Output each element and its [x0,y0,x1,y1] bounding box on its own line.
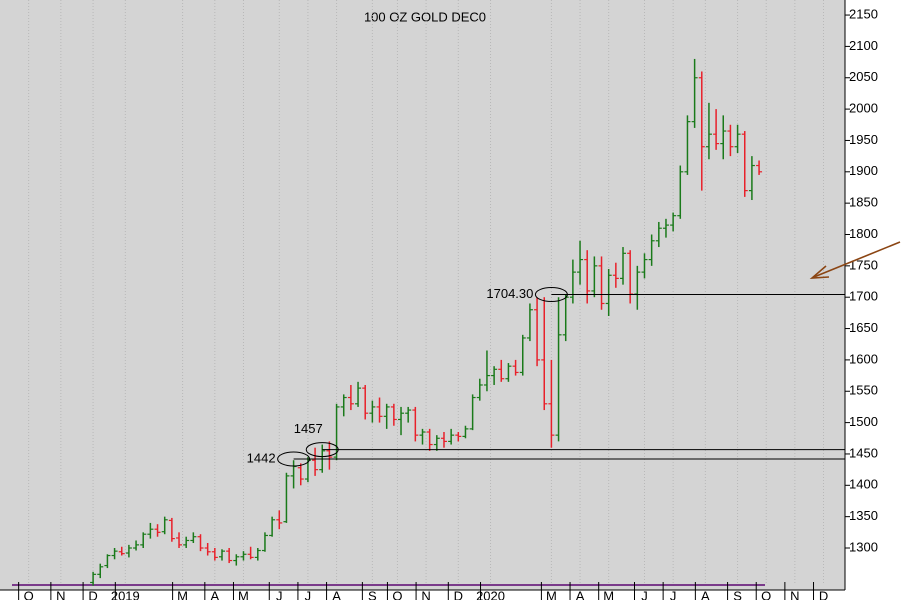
y-tick-label: 1300 [849,539,878,554]
y-tick-label: 1850 [849,195,878,210]
y-tick-label: 2150 [849,6,878,21]
level-label: 1457 [294,421,323,436]
arrow-shaft [813,241,901,278]
level-label: 1442 [247,450,276,465]
y-tick-label: 1750 [849,257,878,272]
x-tick-label: 2020 [476,588,505,600]
x-tick-label: S [733,588,742,600]
y-tick-label: 1650 [849,320,878,335]
y-tick-label: 1350 [849,508,878,523]
x-tick-label: J [670,588,677,600]
x-tick-label: J [276,588,283,600]
x-tick-label: M [238,588,249,600]
level-marker [305,442,339,458]
axis-background [845,0,901,600]
y-tick-label: 1450 [849,445,878,460]
x-tick-label: A [701,588,710,600]
x-tick-label: N [790,588,799,600]
arrow-head [809,265,830,279]
x-tick-label: M [603,588,614,600]
level-label: 1704.30 [486,286,533,301]
x-tick-label: N [421,588,430,600]
x-tick-label: A [576,588,585,600]
x-axis-background [0,590,845,600]
x-tick-label: S [368,588,377,600]
y-tick-label: 1900 [849,163,878,178]
y-tick-label: 1500 [849,414,878,429]
x-tick-label: O [392,588,402,600]
y-tick-label: 1600 [849,351,878,366]
x-tick-label: M [177,588,188,600]
y-tick-label: 1950 [849,132,878,147]
y-tick-label: 1550 [849,383,878,398]
x-tick-label: J [305,588,312,600]
y-tick-label: 2000 [849,101,878,116]
y-tick-label: 2050 [849,69,878,84]
x-tick-label: O [24,588,34,600]
x-tick-label: M [546,588,557,600]
x-tick-label: D [819,588,828,600]
chart-title: 100 OZ GOLD DEC0 [364,9,486,24]
x-tick-label: D [88,588,97,600]
x-tick-label: N [56,588,65,600]
x-tick-label: A [332,588,341,600]
x-tick-label: D [454,588,463,600]
x-tick-label: J [641,588,648,600]
level-marker [277,451,311,467]
x-tick-label: O [761,588,771,600]
x-tick-label: 2019 [111,588,140,600]
y-tick-label: 1400 [849,477,878,492]
level-marker [534,287,568,303]
annotation-arrow [809,241,901,279]
y-tick-label: 1700 [849,289,878,304]
x-tick-label: A [210,588,219,600]
y-tick-label: 1800 [849,226,878,241]
y-tick-label: 2100 [849,38,878,53]
